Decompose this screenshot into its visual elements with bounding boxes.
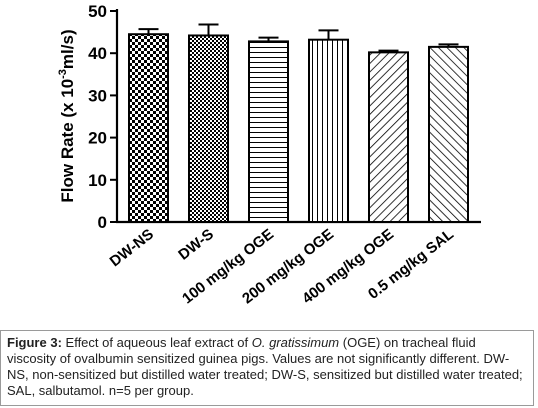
y-tick-label: 20 [88,129,107,148]
figure-caption: Figure 3: Effect of aqueous leaf extract… [0,330,534,406]
bars [128,23,469,224]
bar-group [308,29,349,223]
caption-text-1: Effect of aqueous leaf extract of [61,335,252,350]
x-tick-label: DW-NS [107,226,157,271]
bar-group [428,43,469,224]
caption-species: O. gratissimum [251,335,340,350]
bar [248,40,289,223]
caption-text-2: (OGE) on tracheal fluid viscosity of ova… [7,335,523,398]
axes: 0 10 20 30 40 50 [88,2,481,232]
bar-group [248,36,289,223]
bar [308,38,349,223]
x-tick-label: DW-S [175,226,217,264]
bar [128,33,169,223]
bar-group [188,23,229,224]
y-axis-title: Flow Rate (x 10-3ml/s) [57,29,77,202]
y-axis-label: Flow Rate (x 10-3ml/s) [57,29,77,202]
y-tick-label: 10 [88,171,107,190]
y-tick-label: 40 [88,44,107,63]
y-tick-label: 30 [88,86,107,105]
figure-label: Figure 3: [7,335,62,350]
y-tick-label: 50 [88,2,107,21]
bar [188,34,229,224]
bar-chart: Flow Rate (x 10-3ml/s) 0 10 20 30 40 50 DW-NS… [57,2,481,308]
bar-group [128,28,169,223]
bar [428,45,469,224]
bar [368,51,409,223]
y-tick-label: 0 [98,213,107,232]
bar-group [368,49,409,223]
